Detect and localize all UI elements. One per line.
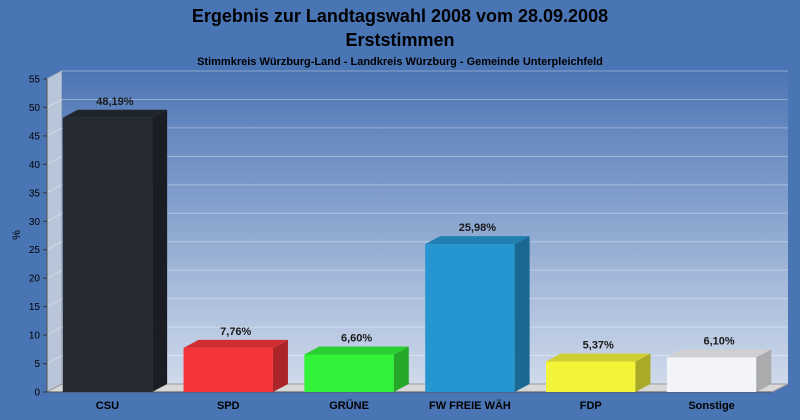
x-tick-label: CSU (96, 400, 119, 412)
chart-title-line2: Erststimmen (345, 30, 454, 50)
bar-side (514, 236, 530, 392)
gridline-wall (46, 241, 63, 251)
bar-front (425, 244, 515, 392)
gridline-wall (46, 99, 63, 108)
x-tick-label: GRÜNE (329, 399, 369, 412)
bar-value-label: 6,60% (341, 332, 372, 344)
x-tick-label: FDP (580, 400, 602, 412)
y-tick-label: 40 (29, 160, 41, 171)
x-tick-label: FW FREIE WÄH (429, 399, 511, 412)
plot-left-wall (46, 70, 63, 393)
y-axis-ticks: 0 5 10 15 20 25 30 35 40 45 50 55 (29, 75, 47, 399)
bar (425, 236, 530, 392)
y-tick-label: 55 (29, 75, 41, 86)
bar-value-label: 6,10% (703, 335, 734, 347)
bar-top (304, 346, 409, 355)
x-tick-label: SPD (217, 400, 240, 412)
chart-subtitle: Stimmkreis Würzburg-Land - Landkreis Wür… (197, 56, 603, 68)
bar-front (546, 361, 636, 392)
x-tick-label: Sonstige (688, 400, 734, 412)
y-tick-label: 30 (29, 217, 41, 228)
chart-title: Ergebnis zur Landtagswahl 2008 vom 28.09… (192, 6, 608, 26)
y-tick-label: 0 (34, 388, 40, 399)
y-tick-label: 15 (29, 302, 41, 313)
bar-side (152, 109, 168, 392)
gridline-wall (46, 355, 63, 364)
bar-value-label: 48,19% (96, 96, 134, 108)
gridline-wall (46, 127, 63, 137)
gridlines (46, 70, 788, 364)
gridline-wall (46, 326, 63, 336)
bar (666, 349, 772, 392)
bar-side (635, 353, 651, 392)
gridline-wall (46, 70, 63, 80)
y-tick-label: 50 (29, 103, 41, 114)
gridline-wall (46, 212, 63, 222)
bar-side (393, 346, 409, 392)
bars: 48,19% 7,76% 6,60% 25,98% 5,37% 6,10% (62, 96, 772, 392)
gridline-wall (46, 298, 63, 308)
gridline-wall (46, 184, 63, 194)
y-tick-label: 10 (29, 331, 41, 342)
gridline-wall (46, 269, 63, 279)
bar-value-label: 7,76% (220, 326, 251, 338)
gridline-wall (46, 155, 63, 165)
bar (62, 109, 168, 392)
bar-top (425, 236, 530, 245)
bar-value-label: 5,37% (583, 339, 614, 351)
bar-front (304, 354, 394, 392)
bar-side (756, 349, 772, 392)
bar-top (666, 349, 772, 358)
bar-front (183, 347, 273, 392)
bar-top (183, 339, 288, 348)
y-axis-label: % (11, 230, 23, 240)
bar (304, 346, 409, 392)
y-tick-label: 20 (29, 274, 41, 285)
bar (546, 353, 651, 392)
y-tick-label: 35 (29, 188, 41, 199)
bar-front (666, 357, 757, 392)
bar-top (546, 353, 651, 362)
bar-side (272, 339, 288, 392)
bar-top (62, 109, 168, 118)
bar (183, 339, 288, 392)
x-axis-labels: CSU SPD GRÜNE FW FREIE WÄH FDP Sonstige (96, 399, 735, 412)
bar-value-label: 25,98% (459, 222, 497, 234)
y-tick-label: 25 (29, 245, 41, 256)
y-tick-label: 5 (34, 359, 40, 370)
plot-background (62, 71, 788, 384)
bar-front (62, 117, 153, 392)
y-tick-label: 45 (29, 131, 41, 142)
